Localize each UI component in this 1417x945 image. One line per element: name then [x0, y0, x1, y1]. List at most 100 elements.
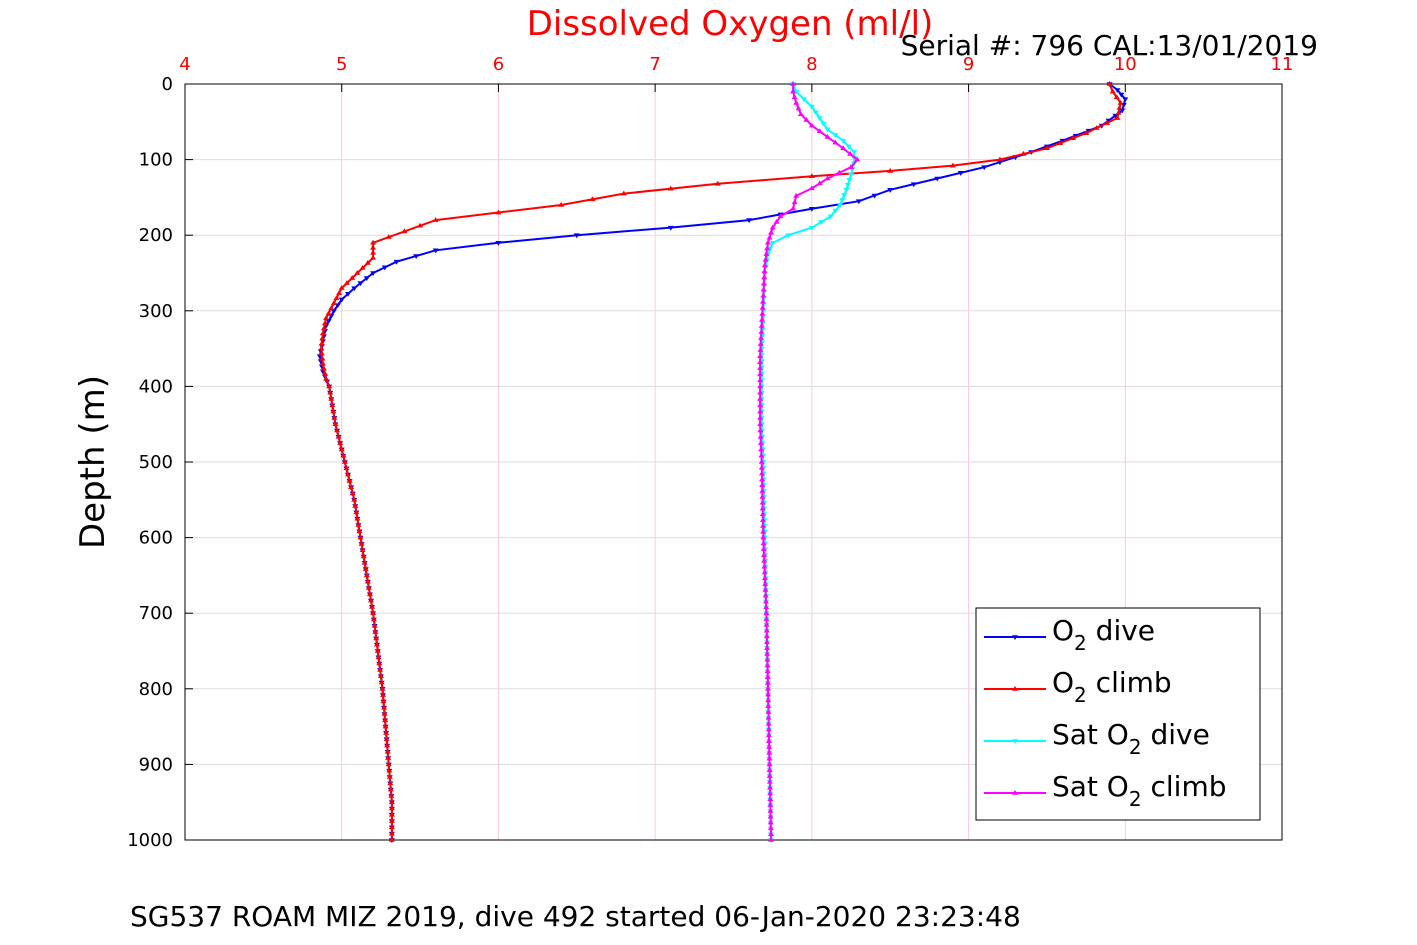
data-point [370, 244, 377, 250]
data-point [1117, 99, 1124, 105]
data-point [762, 256, 769, 262]
data-point [381, 704, 388, 710]
data-point [382, 717, 389, 723]
data-point [762, 581, 769, 586]
data-point [1116, 104, 1123, 110]
data-point [332, 421, 339, 426]
y-tick-label: 100 [139, 150, 173, 171]
data-point [791, 199, 798, 205]
y-tick-label: 0 [162, 74, 173, 95]
data-point [767, 796, 774, 802]
data-point [363, 572, 370, 578]
data-point [845, 144, 852, 150]
data-point [338, 285, 345, 290]
data-point [790, 81, 797, 86]
data-point [364, 578, 371, 584]
data-point [1093, 125, 1100, 130]
data-point [816, 128, 823, 134]
data-point [344, 291, 351, 297]
data-point [757, 347, 764, 352]
data-point [388, 824, 395, 830]
data-point [758, 470, 765, 476]
data-point [957, 171, 964, 176]
data-point [326, 383, 333, 389]
legend-label-subscript: 2 [1129, 735, 1142, 759]
data-point [388, 799, 395, 804]
data-point [383, 729, 390, 735]
data-point [820, 121, 827, 127]
data-point [949, 162, 956, 168]
legend-label-subscript: 2 [1129, 787, 1142, 811]
data-point [388, 837, 395, 842]
data-point [785, 233, 792, 239]
data-point [356, 528, 363, 534]
data-point [766, 767, 773, 773]
data-point [365, 585, 372, 590]
legend-label: O2 climb [1052, 666, 1172, 707]
data-point [370, 271, 377, 276]
data-point [1105, 118, 1112, 124]
data-point [764, 639, 771, 645]
data-point [934, 176, 941, 182]
data-point [768, 229, 775, 235]
data-point [765, 726, 772, 732]
data-point [359, 547, 366, 552]
data-point [763, 633, 770, 639]
legend-label-subscript: 2 [1074, 631, 1087, 655]
data-point [370, 249, 377, 255]
data-point [793, 89, 800, 95]
data-point [840, 145, 847, 151]
data-point [757, 433, 764, 439]
data-point [384, 748, 391, 754]
data-point [330, 309, 337, 314]
data-point [1114, 115, 1121, 120]
data-point [346, 477, 353, 483]
data-point [824, 133, 831, 139]
data-point [325, 319, 332, 324]
data-point [386, 774, 393, 779]
data-point [757, 353, 764, 358]
data-point [331, 414, 338, 420]
data-point [848, 164, 855, 169]
data-point [846, 177, 853, 183]
data-point [351, 496, 358, 502]
data-point [759, 499, 766, 505]
data-point [758, 459, 765, 464]
data-point [358, 540, 365, 546]
data-point [385, 761, 392, 767]
x-tick-label: 10 [1114, 54, 1137, 75]
data-point [887, 188, 894, 193]
data-point [832, 133, 839, 139]
data-point [759, 310, 766, 316]
data-point [338, 297, 345, 303]
data-point [764, 679, 771, 685]
data-point [808, 206, 815, 212]
data-point [762, 586, 769, 592]
data-point [352, 503, 359, 508]
data-point [367, 597, 374, 603]
data-point [764, 239, 771, 245]
data-point [393, 259, 400, 265]
data-point [387, 780, 394, 786]
data-point [380, 698, 387, 704]
data-point [376, 660, 383, 666]
data-point [348, 484, 355, 489]
data-point [793, 192, 800, 198]
data-point [759, 488, 766, 493]
data-point [765, 714, 772, 720]
data-point [851, 150, 858, 156]
data-point [836, 169, 843, 175]
data-point [757, 396, 764, 401]
data-point [338, 446, 345, 452]
data-point [359, 264, 366, 270]
data-point [797, 111, 804, 117]
data-point [767, 819, 774, 825]
data-point [343, 465, 350, 471]
data-point [824, 175, 831, 181]
data-point [761, 569, 768, 575]
data-point [764, 656, 771, 662]
data-point [349, 275, 356, 280]
data-point [330, 300, 337, 306]
data-point [832, 139, 839, 145]
data-point [370, 610, 377, 615]
